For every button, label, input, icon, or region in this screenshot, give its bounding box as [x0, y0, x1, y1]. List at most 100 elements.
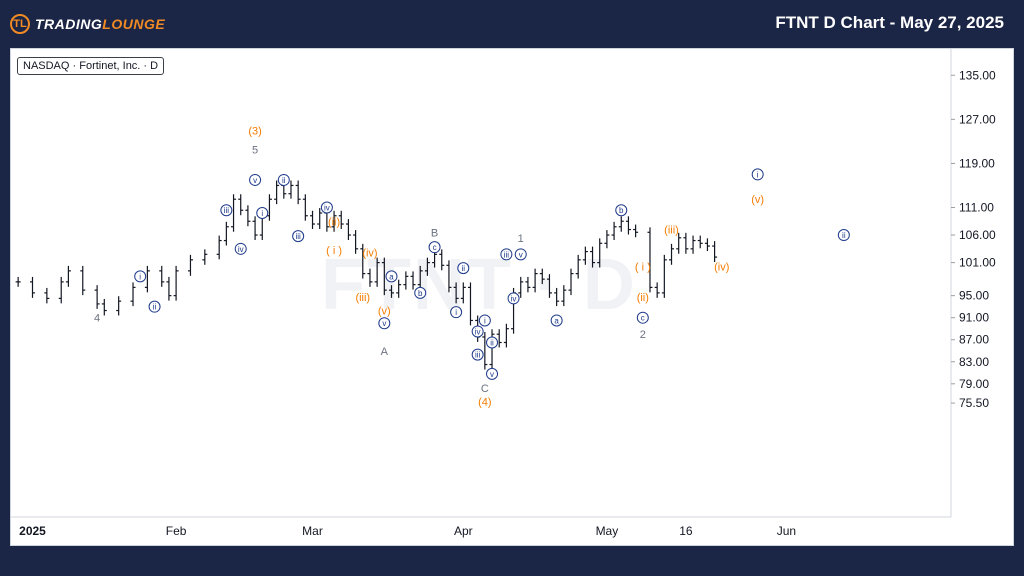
wave-label: iii [224, 206, 230, 215]
ohlc-bar [554, 287, 560, 307]
ohlc-bar [453, 282, 459, 304]
wave-label: ii [462, 264, 466, 273]
y-tick-label: 127.00 [959, 112, 996, 126]
ohlc-bar [503, 323, 509, 348]
wave-label: (4) [478, 396, 491, 408]
ohlc-bar [116, 296, 122, 316]
ohlc-bar [166, 276, 172, 301]
ohlc-bar [417, 265, 423, 290]
wave-label: (ii) [637, 292, 649, 304]
ohlc-bar [396, 279, 402, 298]
ohlc-bar [518, 276, 524, 298]
wave-label: A [381, 346, 389, 358]
ohlc-bar [94, 285, 100, 309]
ohlc-bar [590, 246, 596, 268]
ohlc-bar [360, 243, 366, 279]
ohlc-bar [647, 227, 653, 293]
wave-label: iii [504, 250, 510, 259]
ohlc-bar [331, 210, 337, 232]
ohlc-bar [310, 210, 316, 229]
ohlc-bar [266, 194, 272, 221]
symbol-watermark: FTNT · D [321, 245, 637, 325]
wave-label: i [484, 316, 486, 325]
ohlc-bar [367, 268, 373, 287]
tradinglounge-logo: TL TRADINGLOUNGE [10, 14, 165, 34]
wave-label: i [261, 209, 263, 218]
wave-label-circle [385, 270, 398, 283]
logo-mark-text: TL [13, 17, 27, 30]
wave-label-circle [249, 173, 262, 186]
wave-label: 5 [252, 145, 258, 157]
wave-label-circle [751, 168, 764, 181]
ohlc-bar [625, 216, 631, 235]
ohlc-bar [690, 235, 696, 254]
wave-label: b [418, 289, 423, 298]
y-tick-label: 83.00 [959, 355, 989, 369]
wave-label: iv [475, 327, 481, 336]
y-tick-label: 135.00 [959, 68, 996, 82]
ohlc-bar [568, 268, 574, 296]
x-tick-label: 16 [679, 524, 693, 538]
wave-label-circle [550, 314, 563, 327]
x-tick-label: May [596, 524, 619, 538]
wave-label: (iii) [355, 292, 370, 304]
wave-label: C [481, 383, 489, 395]
ohlc-bar [381, 257, 387, 296]
ohlc-bar [676, 232, 682, 254]
wave-label-circle [320, 201, 333, 214]
ohlc-bar [618, 216, 624, 232]
ohlc-bar [238, 194, 244, 216]
wave-label: (iii) [664, 225, 679, 237]
ohlc-bar [489, 329, 495, 370]
ohlc-bar [597, 238, 603, 268]
header-bar: TL TRADINGLOUNGE FTNT D Chart - May 27, … [0, 0, 1024, 48]
wave-label: (ii) [328, 216, 340, 228]
ohlc-bar [704, 238, 710, 252]
wave-label: 2 [640, 329, 646, 341]
y-tick-label: 91.00 [959, 311, 989, 325]
y-tick-label: 79.00 [959, 377, 989, 391]
price-chart[interactable]: 135.00 127.00 119.00 111.00 106.00 101.00 95.0… [11, 49, 1013, 545]
ohlc-bar [712, 241, 718, 263]
ohlc-bar [539, 268, 545, 285]
wave-label: (iv) [362, 248, 377, 260]
chart-title: FTNT D Chart - May 27, 2025 [775, 13, 1004, 32]
ohlc-bar [202, 249, 208, 265]
ohlc-bar [611, 221, 617, 240]
ohlc-bar [546, 274, 552, 298]
wave-label: c [641, 314, 645, 323]
ohlc-bar [525, 276, 531, 293]
wave-label-circle [457, 262, 470, 275]
wave-label: a [554, 316, 559, 325]
ohlc-bar [58, 276, 64, 304]
wave-label-circle [414, 286, 427, 299]
wave-label: ii [282, 176, 286, 185]
wave-label: (iv) [714, 261, 729, 273]
ohlc-bar [65, 265, 71, 287]
ohlc-bar [338, 210, 344, 229]
wave-label: ii [490, 338, 494, 347]
ohlc-bar [353, 230, 359, 254]
wave-label: v [519, 250, 523, 259]
wave-label-circle [234, 242, 247, 255]
ohlc-bar [561, 285, 567, 307]
wave-label-circle [514, 248, 527, 261]
wave-label-circle [486, 367, 499, 380]
wave-label-circle [471, 348, 484, 361]
ticker-legend[interactable]: NASDAQ · Fortinet, Inc. · D [17, 57, 165, 75]
wave-label-circle [507, 292, 520, 305]
wave-label: iv [324, 203, 330, 212]
logo-mark-icon: TL [10, 14, 30, 34]
x-tick-label: Mar [302, 524, 323, 538]
chart-panel[interactable]: FTNT · D 135.00 127.00 119.00 111.00 106.00 1… [10, 48, 1014, 546]
ohlc-bar [389, 285, 394, 298]
ohlc-bar [144, 265, 150, 293]
wave-label-circle [450, 306, 463, 319]
wave-label: i [455, 308, 457, 317]
ohlc-bar [101, 298, 107, 316]
y-tick-label: 101.00 [959, 256, 996, 270]
wave-label: iv [238, 245, 244, 254]
ohlc-bar [403, 271, 409, 290]
y-tick-label: 95.00 [959, 289, 989, 303]
ohlc-bar [345, 219, 351, 240]
